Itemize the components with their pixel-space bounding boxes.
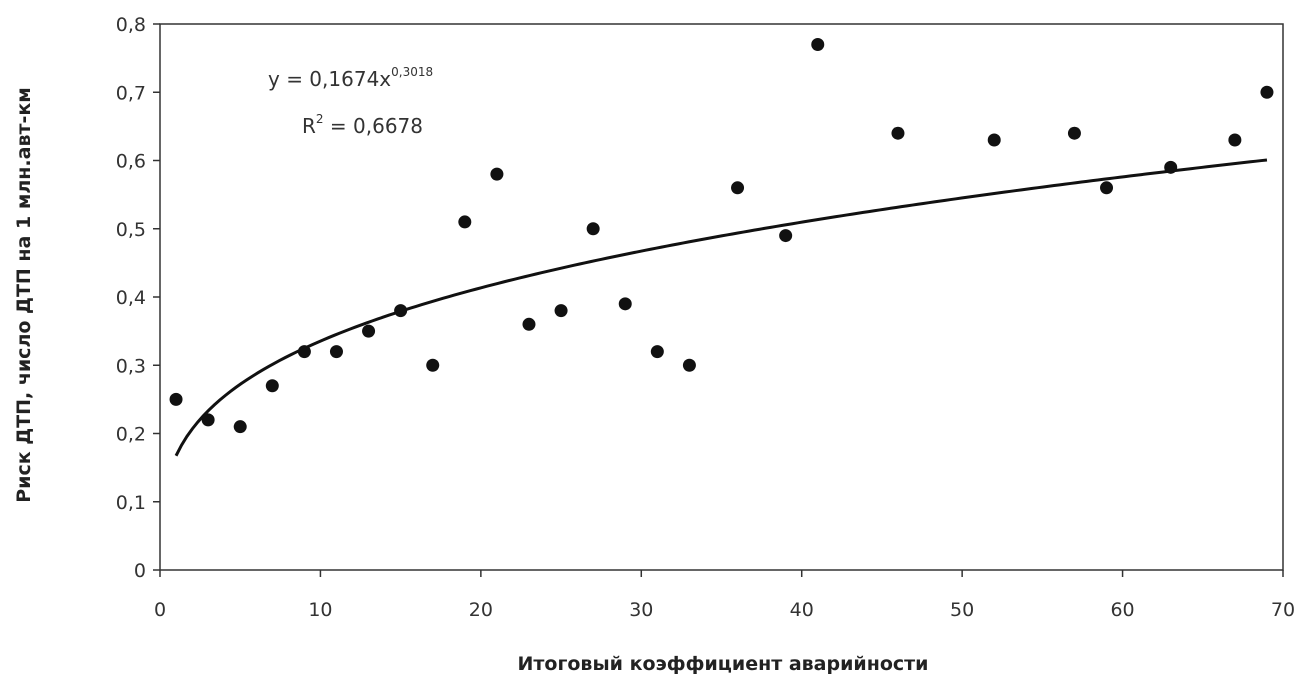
y-tick-label: 0,5	[116, 219, 146, 241]
x-axis-title: Итоговый коэффициент аварийности	[517, 653, 928, 675]
data-point	[169, 392, 183, 406]
data-point	[779, 229, 793, 243]
data-point	[891, 126, 905, 140]
data-point	[1067, 126, 1081, 140]
data-point	[297, 345, 311, 359]
data-point	[1100, 181, 1114, 195]
data-point	[458, 215, 472, 229]
y-axis: 0 0,1 0,2 0,3 0,4 0,5 0,6 0,7 0,8	[116, 14, 160, 582]
data-point	[426, 358, 440, 372]
data-point	[1164, 160, 1178, 174]
x-tick-label: 40	[790, 599, 814, 621]
x-tick-label: 0	[154, 599, 166, 621]
y-tick-label: 0,7	[116, 82, 146, 104]
x-tick-label: 30	[629, 599, 653, 621]
r2-superscript: 2	[316, 112, 324, 126]
data-point	[394, 304, 408, 318]
y-tick-label: 0,2	[116, 424, 146, 446]
data-point	[554, 304, 568, 318]
plot-area	[159, 23, 1284, 571]
data-point	[201, 413, 215, 427]
r2-value: = 0,6678	[324, 114, 423, 138]
data-point	[731, 181, 745, 195]
data-point	[1260, 85, 1274, 99]
data-point	[233, 420, 247, 434]
x-tick-label: 10	[308, 599, 332, 621]
trendline-equation: y = 0,1674x0,3018	[268, 65, 433, 91]
r2-prefix: R	[302, 114, 316, 138]
x-tick-label: 60	[1110, 599, 1134, 621]
data-points	[169, 37, 1274, 434]
y-tick-label: 0,4	[116, 287, 146, 309]
x-tick-label: 20	[469, 599, 493, 621]
r-squared: R2 = 0,6678	[302, 112, 423, 138]
y-axis-title: Риск ДТП, число ДТП на 1 млн.авт-км	[13, 87, 35, 503]
x-tick-label: 70	[1271, 599, 1295, 621]
data-point	[618, 297, 632, 311]
data-point	[987, 133, 1001, 147]
data-point	[650, 345, 664, 359]
y-tick-label: 0,6	[116, 151, 146, 173]
y-tick-label: 0	[134, 560, 146, 582]
data-point	[1228, 133, 1242, 147]
data-point	[362, 324, 376, 338]
data-point	[586, 222, 600, 236]
data-point	[811, 37, 825, 51]
y-tick-label: 0,3	[116, 355, 146, 377]
x-tick-label: 50	[950, 599, 974, 621]
data-point	[490, 167, 504, 181]
trendline	[174, 158, 1268, 457]
data-point	[682, 358, 696, 372]
plot-border	[159, 23, 1284, 571]
y-tick-label: 0,8	[116, 14, 146, 36]
equation-prefix: y = 0,1674x	[268, 67, 391, 91]
data-point	[265, 379, 279, 393]
data-point	[329, 345, 343, 359]
x-axis: 0 10 20 30 40 50 60 70	[154, 570, 1295, 621]
y-tick-label: 0,1	[116, 492, 146, 514]
equation-exponent: 0,3018	[391, 65, 433, 79]
data-point	[522, 317, 536, 331]
